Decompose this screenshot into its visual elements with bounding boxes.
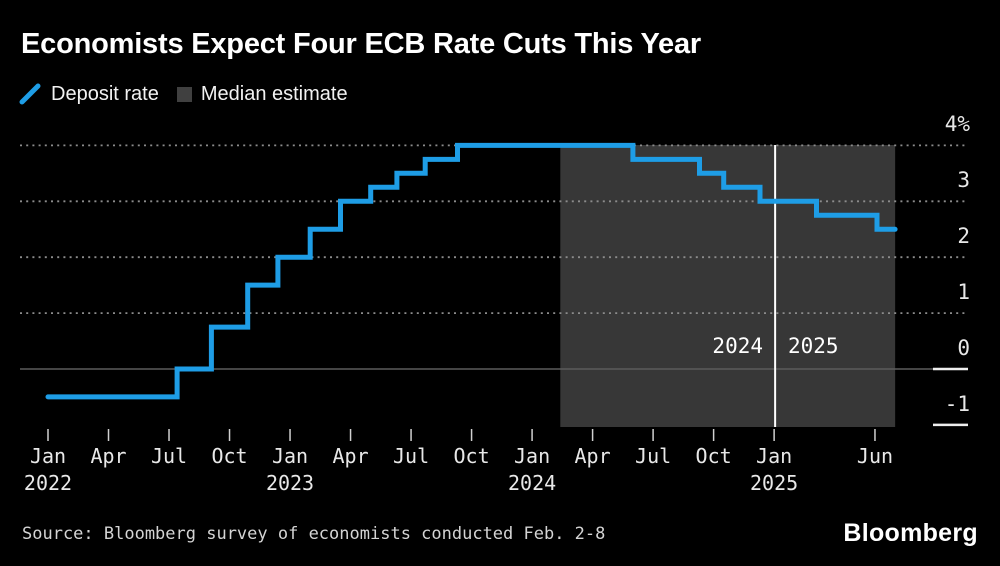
- bloomberg-logo: Bloomberg: [843, 519, 978, 547]
- y-label-1: 1: [957, 280, 970, 305]
- deposit-rate-line-swatch-icon: [19, 83, 41, 105]
- x-label-year: 2022: [23, 471, 73, 495]
- x-label-month: Jan: [271, 444, 309, 468]
- median-estimate-region: [560, 145, 896, 427]
- chart-title: Economists Expect Four ECB Rate Cuts Thi…: [21, 28, 702, 60]
- x-label-year: 2024: [507, 471, 557, 495]
- x-label-month: Jul: [635, 444, 672, 468]
- median-estimate-swatch-icon: [176, 86, 192, 102]
- annotation-year-2025: 2025: [788, 334, 839, 358]
- y-label-2: 2: [957, 224, 970, 249]
- x-label-month: Apr: [574, 444, 611, 468]
- x-label-month: Apr: [90, 444, 127, 468]
- chart-legend: Deposit rate Median estimate: [18, 82, 348, 106]
- legend-item-deposit-rate: Deposit rate: [18, 82, 159, 106]
- x-label-month: Jul: [392, 444, 430, 468]
- annotation-year-2024: 2024: [712, 334, 763, 358]
- x-label-month: Jun: [856, 444, 894, 468]
- x-label-month: Oct: [453, 444, 490, 468]
- x-label-month: Jul: [150, 444, 188, 468]
- x-label-month: Jan: [514, 444, 551, 468]
- legend-label-median-estimate: Median estimate: [200, 82, 348, 105]
- y-label-3: 3: [957, 168, 970, 193]
- y-label-4%: 4%: [944, 112, 970, 137]
- x-label-year: 2025: [750, 471, 799, 495]
- x-label-month: Oct: [211, 444, 248, 468]
- y-label--1: -1: [944, 391, 970, 416]
- x-label-month: Oct: [695, 444, 732, 468]
- x-label-year: 2023: [265, 471, 315, 495]
- x-label-month: Jan: [29, 444, 67, 468]
- x-label-month: Apr: [332, 444, 369, 468]
- deposit-rate-step-line: [45, 142, 898, 400]
- y-label-0: 0: [957, 336, 970, 360]
- source-note: Source: Bloomberg survey of economists c…: [22, 523, 606, 544]
- legend-label-deposit-rate: Deposit rate: [51, 82, 159, 105]
- x-label-month: Jan: [756, 444, 793, 468]
- legend-item-median-estimate: Median estimate: [176, 82, 348, 106]
- footer: Source: Bloomberg survey of economists c…: [22, 519, 978, 548]
